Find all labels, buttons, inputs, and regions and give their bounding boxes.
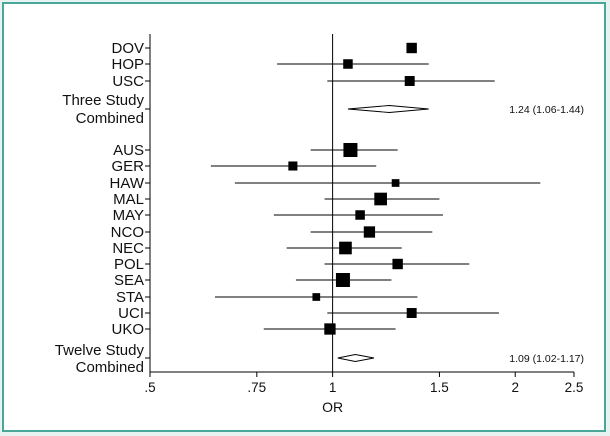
study-label: DOV [111, 40, 144, 57]
point-estimate [363, 226, 376, 238]
pooled-diamond [337, 354, 375, 362]
pooled-estimate-text: 1.24 (1.06-1.44) [509, 104, 584, 116]
study-label: NCO [111, 224, 144, 241]
study-label: UCI [118, 305, 144, 322]
x-tick-label: .5 [144, 380, 155, 395]
study-label: POL [114, 256, 144, 273]
study-label: MAY [113, 207, 144, 224]
study-label: GER [111, 158, 144, 175]
x-tick-label: 2.5 [565, 380, 584, 395]
point-estimate [391, 179, 400, 187]
study-label: MAL [113, 191, 144, 208]
study-label: UKO [111, 321, 144, 338]
x-axis-label: OR [322, 399, 343, 415]
point-estimate [288, 161, 298, 171]
study-label: USC [112, 73, 144, 90]
study-label: SEA [114, 272, 144, 289]
combined-label: Combined [76, 359, 144, 376]
x-tick-label: 2 [511, 380, 519, 395]
chart-frame: .5.75 1 1.5 2 2.5 OR DOV HOP USC Three Study Combi… [2, 2, 606, 432]
combined-label: Twelve Study [55, 342, 145, 359]
point-estimate [335, 273, 350, 287]
x-tick-label: 1 [329, 380, 337, 395]
study-label: HOP [111, 56, 144, 73]
point-estimate [343, 59, 353, 69]
x-tick-label: 1.5 [430, 380, 449, 395]
point-estimate [343, 143, 358, 157]
combined-label: Combined [76, 110, 144, 127]
point-estimate [404, 76, 415, 86]
point-estimate [374, 192, 387, 206]
pooled-diamond [347, 105, 429, 113]
point-estimate [355, 210, 365, 220]
study-label: STA [116, 289, 144, 306]
x-tick-label: .75 [247, 380, 266, 395]
pooled-estimate-text: 1.09 (1.02-1.17) [509, 353, 584, 365]
study-label: NEC [112, 240, 144, 257]
point-estimate [406, 42, 417, 54]
point-estimate [324, 323, 336, 335]
point-estimate [312, 293, 321, 301]
point-estimate [339, 241, 352, 255]
study-label: HAW [110, 175, 145, 192]
study-label: AUS [113, 142, 144, 159]
point-estimate [392, 258, 403, 270]
point-estimate [406, 308, 417, 318]
combined-label: Three Study [62, 92, 144, 109]
